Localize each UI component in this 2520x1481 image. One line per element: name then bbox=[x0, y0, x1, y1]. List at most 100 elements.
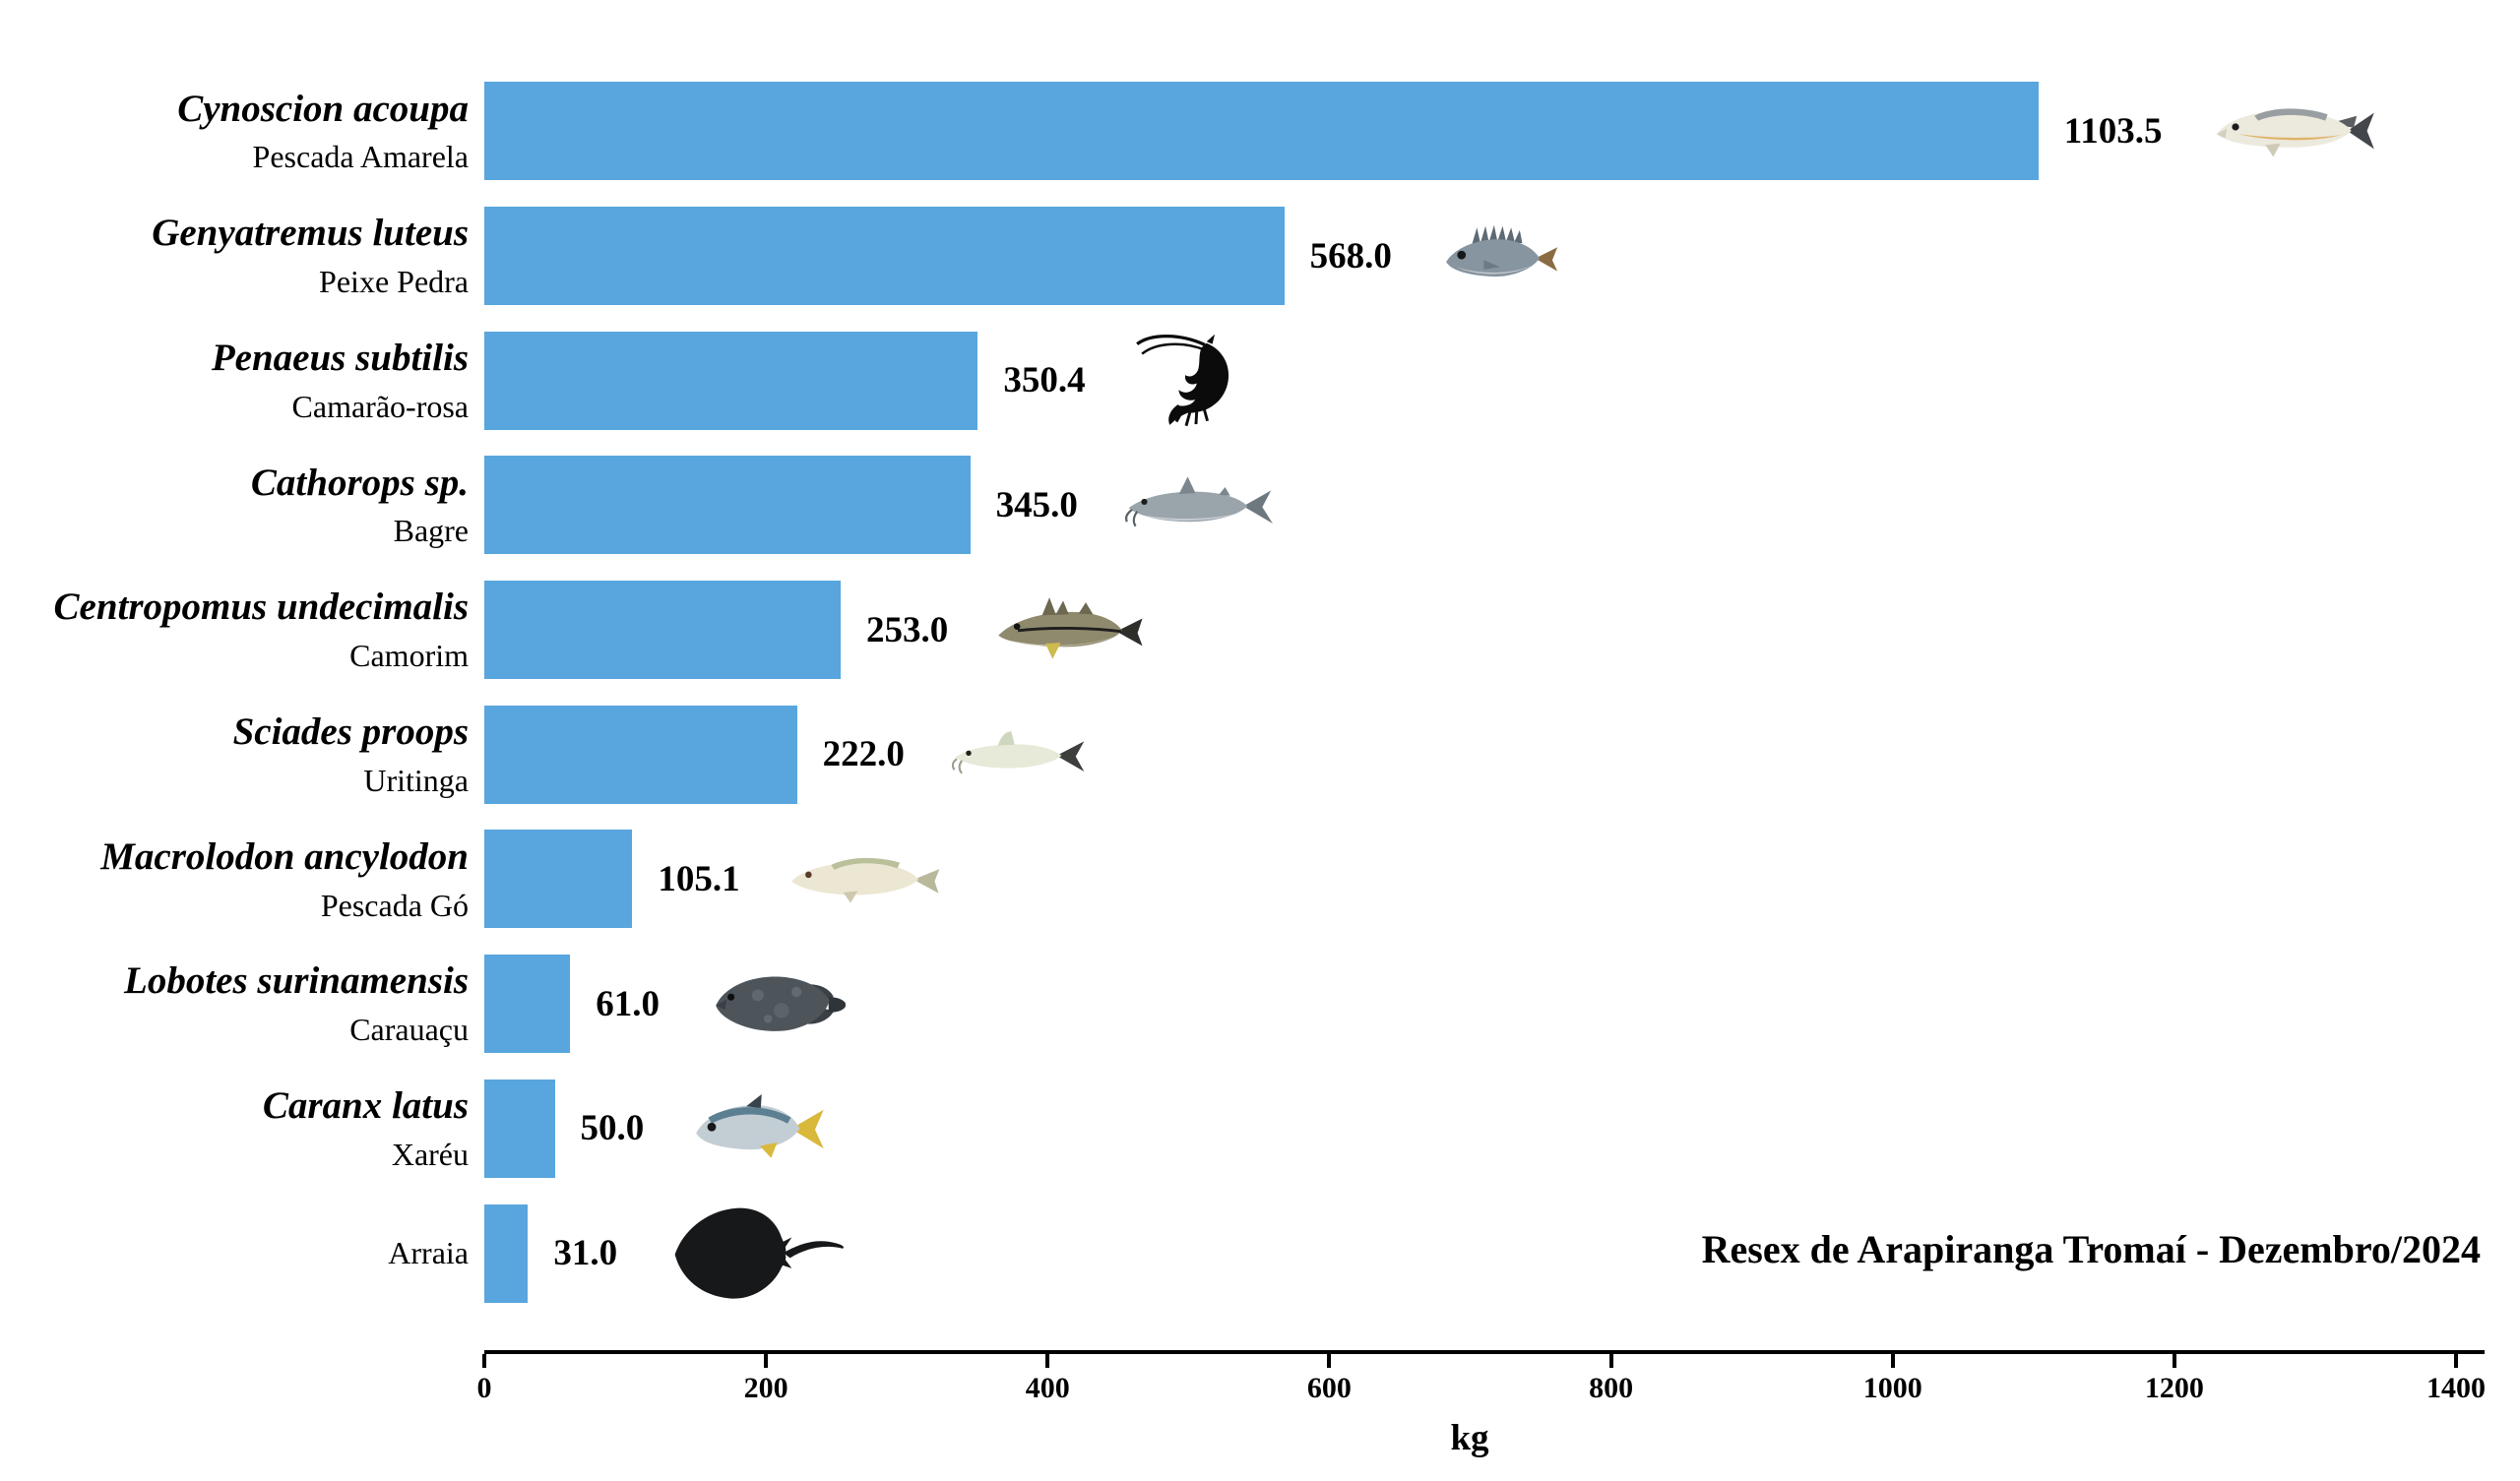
carauacu-fish-icon bbox=[707, 963, 854, 1044]
species-row: Centropomus undecimalis Camorim 253.0 bbox=[0, 568, 2520, 693]
bar-value-label: 61.0 bbox=[596, 983, 661, 1024]
catch-bar bbox=[484, 581, 841, 680]
scientific-name-label: Cathorops sp. bbox=[250, 461, 469, 504]
bar-value-label: 350.4 bbox=[1003, 360, 1086, 401]
row-plot-area: 105.1 bbox=[484, 817, 2456, 942]
bar-value-label: 345.0 bbox=[995, 484, 1078, 525]
x-axis-tick-label: 1200 bbox=[2144, 1372, 2204, 1404]
scientific-name-label: Genyatremus luteus bbox=[152, 212, 469, 255]
common-name-label: Camorim bbox=[349, 638, 469, 674]
catch-bar bbox=[484, 1079, 555, 1178]
common-name-label: Pescada Gó bbox=[320, 887, 469, 923]
chart-annotation-title: Resex de Arapiranga Tromaí - Dezembro/20… bbox=[1701, 1227, 2481, 1271]
x-axis-tick bbox=[1890, 1354, 1895, 1368]
species-row: Genyatremus luteus Peixe Pedra 568.0 bbox=[0, 194, 2520, 319]
xareu-fish-icon bbox=[691, 1091, 829, 1166]
species-row: Cynoscion acoupa Pescada Amarela 1103.5 bbox=[0, 69, 2520, 194]
species-labels: Genyatremus luteus Peixe Pedra bbox=[0, 214, 484, 297]
scientific-name-label: Cynoscion acoupa bbox=[177, 87, 469, 130]
arraia-ray-icon bbox=[664, 1200, 850, 1308]
pescada-go-fish-icon bbox=[788, 850, 941, 907]
x-axis-unit-label: kg bbox=[1450, 1418, 1489, 1458]
common-name-label: Peixe Pedra bbox=[319, 264, 469, 300]
species-labels: Lobotes surinamensis Carauaçu bbox=[0, 961, 484, 1045]
common-name-label: Uritinga bbox=[363, 762, 469, 798]
species-row: Arraia 31.0 bbox=[0, 1191, 2520, 1316]
camarao-rosa-shrimp-icon bbox=[1133, 332, 1239, 430]
row-plot-area: 345.0 bbox=[484, 443, 2456, 568]
bar-value-label: 568.0 bbox=[1309, 235, 1392, 277]
species-row: Penaeus subtilis Camarão-rosa 350.4 bbox=[0, 318, 2520, 443]
row-plot-area: 61.0 bbox=[484, 942, 2456, 1067]
catch-bar bbox=[484, 955, 571, 1054]
scientific-name-label: Caranx latus bbox=[262, 1084, 469, 1128]
species-row: Cathorops sp. Bagre 345.0 bbox=[0, 443, 2520, 568]
bars-area: Cynoscion acoupa Pescada Amarela 1103.5 Ge… bbox=[0, 69, 2520, 1316]
row-plot-area: 222.0 bbox=[484, 692, 2456, 817]
species-labels: Macrolodon ancylodon Pescada Gó bbox=[0, 834, 484, 923]
species-labels: Sciades proops Uritinga bbox=[0, 712, 484, 796]
scientific-name-label: Macrolodon ancylodon bbox=[100, 834, 469, 878]
species-labels: Penaeus subtilis Camarão-rosa bbox=[0, 339, 484, 422]
bar-value-label: 50.0 bbox=[580, 1108, 645, 1149]
common-name-label: Camarão-rosa bbox=[291, 388, 469, 424]
catch-bar bbox=[484, 207, 1285, 306]
species-labels: Cynoscion acoupa Pescada Amarela bbox=[0, 87, 484, 175]
species-labels: Centropomus undecimalis Camorim bbox=[0, 587, 484, 671]
x-axis-tick-label: 600 bbox=[1306, 1372, 1352, 1404]
species-row: Caranx latus Xaréu 50.0 bbox=[0, 1067, 2520, 1192]
species-row: Sciades proops Uritinga 222.0 bbox=[0, 692, 2520, 817]
common-name-label: Pescada Amarela bbox=[252, 139, 469, 175]
x-axis-tick bbox=[2454, 1354, 2458, 1368]
common-name-label: Xaréu bbox=[391, 1136, 469, 1172]
scientific-name-label: Sciades proops bbox=[232, 710, 469, 754]
species-labels: Arraia bbox=[0, 1237, 484, 1269]
row-plot-area: 1103.5 bbox=[484, 69, 2456, 194]
row-plot-area: 50.0 bbox=[484, 1067, 2456, 1192]
bar-value-label: 1103.5 bbox=[2063, 110, 2163, 152]
x-axis-line bbox=[484, 1350, 2485, 1354]
x-axis-tick-label: 1000 bbox=[1862, 1372, 1922, 1404]
row-plot-area: 31.0 bbox=[484, 1191, 2456, 1316]
common-name-label: Arraia bbox=[388, 1235, 469, 1271]
catch-bar bbox=[484, 830, 633, 929]
common-name-label: Carauaçu bbox=[349, 1012, 469, 1048]
camorim-fish-icon bbox=[995, 594, 1145, 665]
x-axis-tick-label: 400 bbox=[1025, 1372, 1070, 1404]
bar-value-label: 105.1 bbox=[658, 858, 740, 899]
x-axis-tick-label: 800 bbox=[1589, 1372, 1634, 1404]
scientific-name-label: Penaeus subtilis bbox=[211, 337, 469, 380]
species-row: Macrolodon ancylodon Pescada Gó 105.1 bbox=[0, 817, 2520, 942]
catch-bar bbox=[484, 331, 978, 430]
x-axis-tick-label: 200 bbox=[743, 1372, 788, 1404]
x-axis-tick bbox=[1327, 1354, 1332, 1368]
x-axis-tick bbox=[482, 1354, 486, 1368]
x-axis-tick bbox=[2172, 1354, 2176, 1368]
scientific-name-label: Lobotes surinamensis bbox=[124, 959, 469, 1003]
species-labels: Cathorops sp. Bagre bbox=[0, 463, 484, 547]
common-name-label: Bagre bbox=[393, 513, 469, 549]
x-axis-tick bbox=[1608, 1354, 1613, 1368]
peixe-pedra-fish-icon bbox=[1439, 216, 1559, 295]
species-labels: Caranx latus Xaréu bbox=[0, 1086, 484, 1170]
x-axis-tick-label: 0 bbox=[476, 1372, 492, 1404]
row-plot-area: 568.0 bbox=[484, 194, 2456, 319]
catch-bar bbox=[484, 82, 2039, 181]
uritinga-fish-icon bbox=[951, 725, 1086, 784]
pescada-amarela-fish-icon bbox=[2210, 99, 2379, 162]
catch-bar bbox=[484, 705, 797, 804]
row-plot-area: 350.4 bbox=[484, 318, 2456, 443]
bagre-fish-icon bbox=[1124, 472, 1273, 538]
x-axis-tick bbox=[764, 1354, 769, 1368]
bar-value-label: 31.0 bbox=[553, 1233, 618, 1274]
species-row: Lobotes surinamensis Carauaçu 61.0 bbox=[0, 942, 2520, 1067]
catch-bar bbox=[484, 1203, 529, 1303]
scientific-name-label: Centropomus undecimalis bbox=[53, 586, 470, 629]
row-plot-area: 253.0 bbox=[484, 568, 2456, 693]
bar-value-label: 253.0 bbox=[865, 609, 949, 650]
catch-bar bbox=[484, 456, 971, 555]
x-axis-tick bbox=[1045, 1354, 1050, 1368]
bar-value-label: 222.0 bbox=[822, 734, 905, 775]
x-axis-tick-label: 1400 bbox=[2426, 1372, 2486, 1404]
